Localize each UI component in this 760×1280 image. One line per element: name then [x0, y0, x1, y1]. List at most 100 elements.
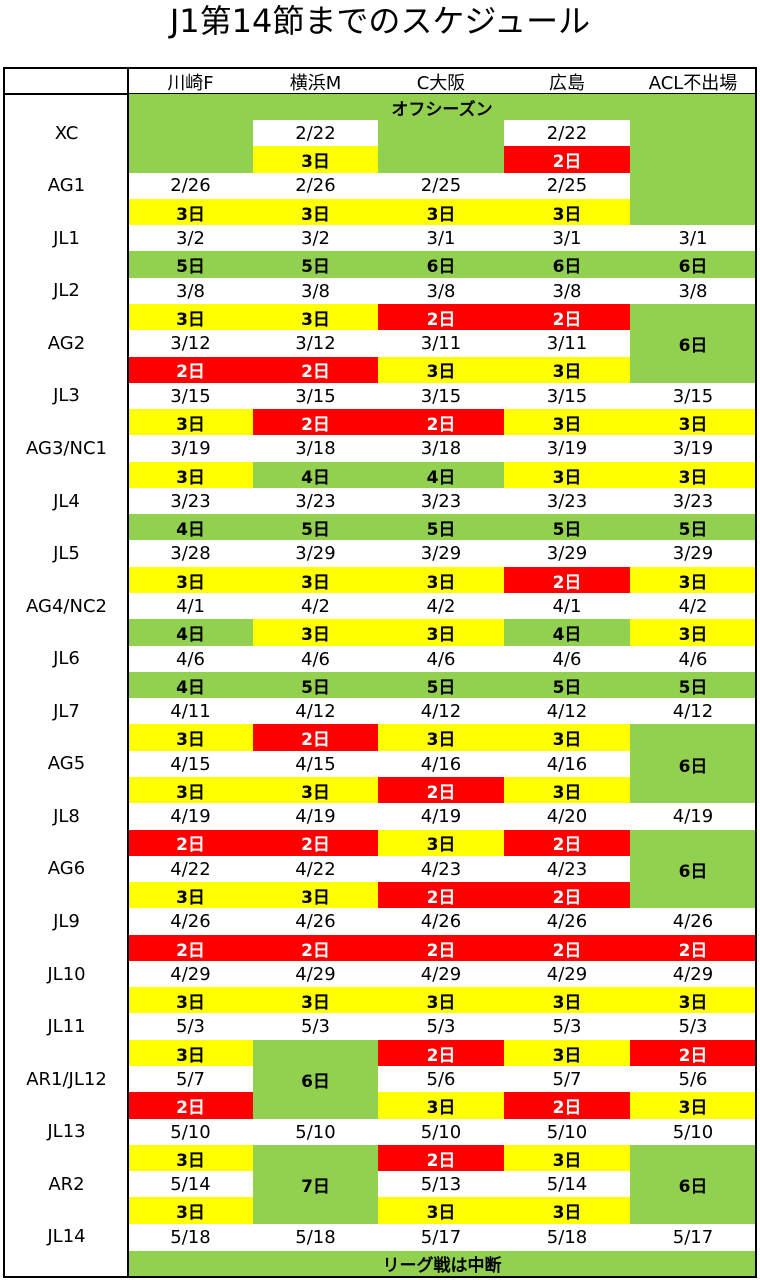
cell: 5日	[630, 514, 756, 542]
cell: 4/29	[378, 960, 504, 988]
row-label: JL5	[53, 543, 80, 565]
row-label: JL10	[47, 963, 86, 985]
cell: 4/6	[378, 645, 504, 673]
cell: 5/14	[128, 1171, 253, 1199]
cell: 3/8	[630, 277, 756, 305]
cell: 6日	[504, 251, 630, 279]
cell: 3日	[378, 1092, 504, 1120]
cell: 4/12	[630, 698, 756, 725]
cell: 3/29	[253, 540, 378, 568]
cell: 4/22	[128, 855, 253, 883]
cell: 4日	[504, 619, 630, 647]
cell: 3/29	[630, 540, 756, 568]
cell: 3/29	[378, 540, 504, 568]
cell: 3日	[504, 356, 630, 384]
cell: 4/19	[630, 803, 756, 831]
cell: 4/12	[504, 698, 630, 725]
cell: 5/14	[504, 1171, 630, 1199]
cell: 5/10	[630, 1118, 756, 1146]
cell: 5/17	[630, 1223, 756, 1251]
cell	[378, 146, 504, 174]
cell: 7日	[253, 1171, 378, 1199]
cell: 2日	[504, 882, 630, 909]
cell: 6日	[630, 1171, 756, 1199]
cell: 4/2	[253, 593, 378, 620]
cell: 3/11	[504, 330, 630, 358]
cell: 4/19	[253, 803, 378, 831]
cell: 3/18	[253, 435, 378, 463]
cell: 3/15	[128, 382, 253, 410]
cell: 4日	[128, 671, 253, 699]
cell: 3日	[504, 987, 630, 1015]
cell: 4/23	[378, 855, 504, 883]
cell: 2/26	[128, 172, 253, 200]
column-header: 横浜M	[289, 72, 342, 94]
cell: 3日	[504, 198, 630, 226]
cell: 4/1	[128, 593, 253, 620]
cell: 5/10	[253, 1118, 378, 1146]
cell: 4/12	[378, 698, 504, 725]
cell: 4/6	[630, 645, 756, 673]
cell: 4/19	[378, 803, 504, 831]
cell: 5/6	[630, 1066, 756, 1093]
cell	[630, 1197, 756, 1225]
cell: 3日	[128, 198, 253, 226]
cell	[253, 1144, 378, 1172]
cell: 3日	[504, 1039, 630, 1067]
cell: 6日	[630, 750, 756, 778]
cell: 2日	[128, 1092, 253, 1120]
cell: 4日	[128, 514, 253, 542]
cell: 3日	[378, 198, 504, 226]
row-label: XC	[54, 122, 79, 144]
cell: 2日	[504, 829, 630, 857]
cell: 3/1	[378, 225, 504, 252]
top-banner: オフシーズン	[128, 94, 756, 120]
cell: 5/7	[128, 1066, 253, 1093]
cell: 3日	[630, 1092, 756, 1120]
cell: 2/25	[378, 172, 504, 200]
cell: 3日	[253, 776, 378, 804]
cell: 2日	[128, 829, 253, 857]
cell: 3日	[253, 619, 378, 647]
cell: 3日	[128, 566, 253, 594]
cell: 3日	[504, 776, 630, 804]
cell: 4/26	[378, 908, 504, 936]
cell: 3/8	[253, 277, 378, 305]
cell: 5日	[378, 671, 504, 699]
cell: 3日	[378, 1197, 504, 1225]
row-label: AR2	[48, 1173, 85, 1195]
cell	[630, 172, 756, 200]
cell	[630, 882, 756, 909]
cell: 3/2	[128, 225, 253, 252]
cell: 5/18	[253, 1223, 378, 1251]
cell: 2日	[378, 1144, 504, 1172]
cell: 3日	[504, 1197, 630, 1225]
cell	[378, 120, 504, 147]
cell: 3/12	[128, 330, 253, 358]
cell: 6日	[630, 330, 756, 358]
cell: 3日	[630, 409, 756, 436]
cell	[630, 146, 756, 174]
title: J1第14節までのスケジュール	[169, 2, 591, 40]
cell: 4/26	[630, 908, 756, 936]
cell: 3/18	[378, 435, 504, 463]
cell: 5/18	[128, 1223, 253, 1251]
cell	[630, 776, 756, 804]
cell	[253, 1039, 378, 1067]
cell: 4/29	[504, 960, 630, 988]
cell: 2日	[630, 1039, 756, 1067]
cell: 4/15	[253, 750, 378, 778]
cell	[630, 829, 756, 857]
cell: 3/15	[378, 382, 504, 410]
cell: 3日	[128, 303, 253, 331]
cell: 3日	[253, 987, 378, 1015]
label-divider	[127, 67, 129, 1278]
cell: 4/26	[504, 908, 630, 936]
cell: 5/13	[378, 1171, 504, 1199]
cell: 2日	[630, 934, 756, 962]
cell: 2日	[253, 934, 378, 962]
cell: 5日	[378, 514, 504, 542]
row-label: JL4	[53, 490, 80, 512]
cell: 4/2	[378, 593, 504, 620]
